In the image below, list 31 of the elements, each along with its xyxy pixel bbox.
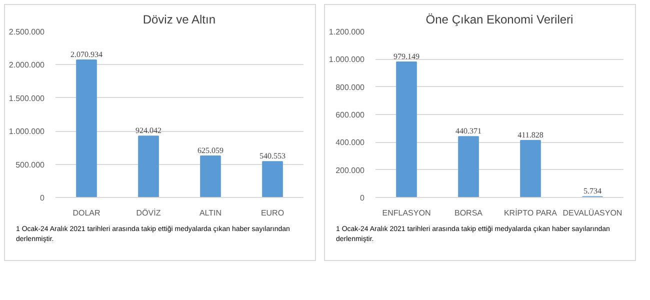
y-tick-label: 2.000.000 xyxy=(8,60,46,70)
y-tick-label: 0 xyxy=(40,194,46,202)
y-tick-label: 500.000 xyxy=(16,160,46,170)
y-tick-label: 1.500.000 xyxy=(8,94,46,103)
x-tick-label: KRİPTO PARA xyxy=(504,208,558,218)
data-label: 5.734 xyxy=(584,186,602,196)
x-tick-label: ENFLASYON xyxy=(382,208,431,218)
x-tick-label: ALTIN xyxy=(199,208,222,218)
y-tick-label: 2.500.000 xyxy=(8,28,46,36)
data-label: 979.149 xyxy=(394,52,420,62)
x-tick-label: DÖVİZ xyxy=(136,208,161,218)
chart-title: Öne Çıkan Ekonomi Verileri xyxy=(426,12,574,26)
y-tick-label: 1.000.000 xyxy=(328,55,366,64)
y-tick-label: 400.000 xyxy=(336,138,366,148)
y-tick-label: 0 xyxy=(360,194,366,202)
data-label: 2.070.934 xyxy=(70,50,102,59)
chart-title: Döviz ve Altın xyxy=(142,12,216,26)
data-label: 440.371 xyxy=(456,126,482,136)
y-tick-label: 1.000.000 xyxy=(8,127,46,136)
data-label: 540.553 xyxy=(260,152,286,161)
data-label: 625.059 xyxy=(198,146,224,155)
y-tick-label: 600.000 xyxy=(336,110,366,120)
data-label: 924.042 xyxy=(136,126,162,136)
x-tick-label: DOLAR xyxy=(72,208,101,218)
x-tick-label: EURO xyxy=(260,208,284,218)
data-label: 411.828 xyxy=(518,130,544,140)
y-tick-label: 800.000 xyxy=(336,82,366,92)
x-tick-label: BORSA xyxy=(454,208,484,218)
x-tick-label: DEVALÜASYON xyxy=(562,208,622,218)
y-tick-label: 1.200.000 xyxy=(328,28,366,36)
y-tick-label: 200.000 xyxy=(336,166,366,175)
